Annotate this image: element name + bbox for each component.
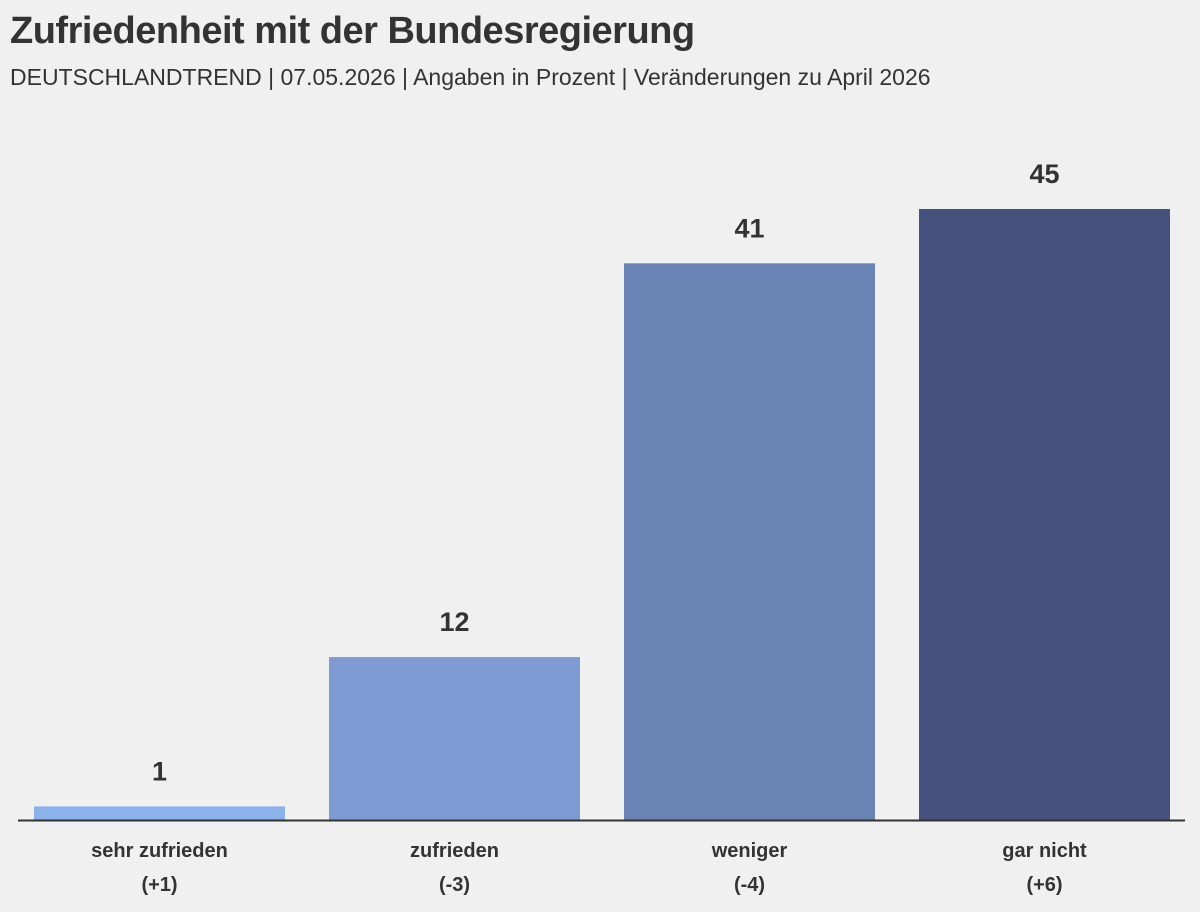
chart-subtitle: DEUTSCHLANDTREND | 07.05.2026 | Angaben … xyxy=(10,64,931,90)
value-label: 12 xyxy=(439,607,469,637)
bar xyxy=(329,657,580,820)
bar xyxy=(624,263,875,820)
bar xyxy=(919,209,1170,820)
category-label: gar nicht xyxy=(1002,840,1087,862)
value-label: 41 xyxy=(734,213,764,243)
category-label: sehr zufrieden xyxy=(91,840,228,862)
category-label: weniger xyxy=(711,840,788,862)
change-label: (+1) xyxy=(141,874,177,896)
value-label: 45 xyxy=(1029,159,1059,189)
category-label: zufrieden xyxy=(410,840,499,862)
change-label: (+6) xyxy=(1026,874,1062,896)
value-label: 1 xyxy=(152,756,167,786)
change-label: (-4) xyxy=(734,874,765,896)
bar xyxy=(34,806,285,820)
chart-title: Zufriedenheit mit der Bundesregierung xyxy=(10,10,695,52)
change-label: (-3) xyxy=(439,874,470,896)
